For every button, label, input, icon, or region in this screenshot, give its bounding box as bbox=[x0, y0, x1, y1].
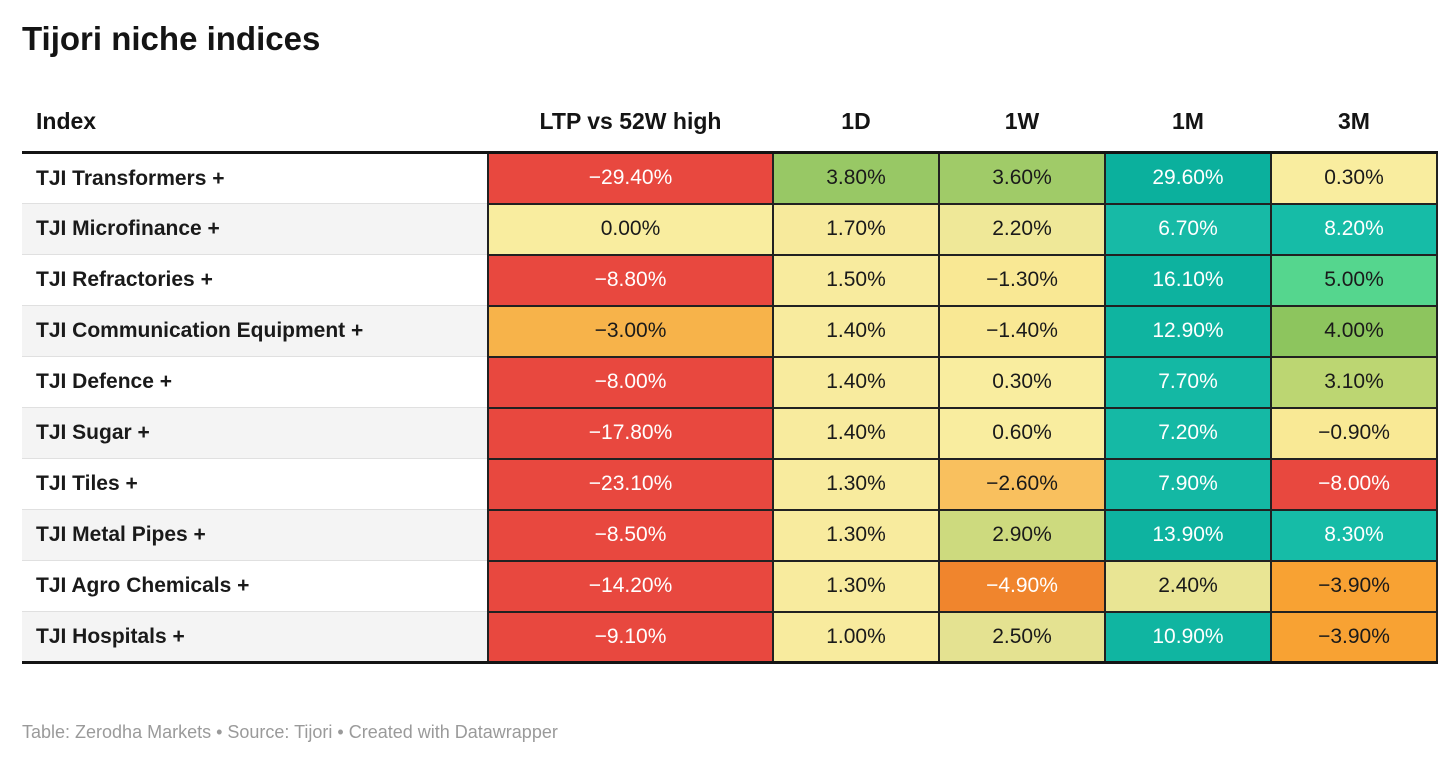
value-cell: −8.00% bbox=[1270, 457, 1438, 511]
value-cell: −3.90% bbox=[1270, 559, 1438, 613]
table-row: TJI Hospitals + −9.10% 1.00% 2.50% 10.90% −3.… bbox=[22, 610, 1438, 664]
value-cell: 13.90% bbox=[1104, 508, 1272, 562]
column-header-1w: 1W bbox=[939, 108, 1105, 154]
value-cell: 0.30% bbox=[1270, 151, 1438, 205]
index-cell: TJI Refractories + bbox=[22, 254, 488, 306]
value-cell: 0.00% bbox=[487, 202, 774, 256]
index-cell: TJI Agro Chemicals + bbox=[22, 560, 488, 612]
value-cell: 1.40% bbox=[772, 304, 940, 358]
header-row: Index LTP vs 52W high 1D 1W 1M 3M bbox=[22, 108, 1437, 154]
value-cell: 1.30% bbox=[772, 559, 940, 613]
table-row: TJI Transformers + −29.40% 3.80% 3.60% 29.60… bbox=[22, 151, 1438, 205]
value-cell: 1.70% bbox=[772, 202, 940, 256]
footer-attribution: Table: Zerodha Markets • Source: Tijori … bbox=[22, 722, 558, 742]
table-row: TJI Metal Pipes + −8.50% 1.30% 2.90% 13.90% 8… bbox=[22, 508, 1438, 562]
value-cell: −8.00% bbox=[487, 355, 774, 409]
value-cell: 16.10% bbox=[1104, 253, 1272, 307]
value-cell: 8.30% bbox=[1270, 508, 1438, 562]
value-cell: 0.60% bbox=[938, 406, 1106, 460]
value-cell: 7.90% bbox=[1104, 457, 1272, 511]
value-cell: 10.90% bbox=[1104, 610, 1272, 664]
value-cell: 2.50% bbox=[938, 610, 1106, 664]
column-header-1d: 1D bbox=[773, 108, 939, 154]
value-cell: 2.40% bbox=[1104, 559, 1272, 613]
value-cell: −23.10% bbox=[487, 457, 774, 511]
indices-table: Index LTP vs 52W high 1D 1W 1M 3M TJI Tr… bbox=[22, 108, 1438, 664]
value-cell: 1.40% bbox=[772, 406, 940, 460]
value-cell: −2.60% bbox=[938, 457, 1106, 511]
value-cell: −3.90% bbox=[1270, 610, 1438, 664]
value-cell: −1.30% bbox=[938, 253, 1106, 307]
value-cell: 5.00% bbox=[1270, 253, 1438, 307]
index-cell: TJI Microfinance + bbox=[22, 203, 488, 255]
value-cell: 3.80% bbox=[772, 151, 940, 205]
index-cell: TJI Metal Pipes + bbox=[22, 509, 488, 561]
column-header-1m: 1M bbox=[1105, 108, 1271, 154]
value-cell: −17.80% bbox=[487, 406, 774, 460]
value-cell: 4.00% bbox=[1270, 304, 1438, 358]
table-row: TJI Tiles + −23.10% 1.30% −2.60% 7.90% −8.00% bbox=[22, 457, 1438, 511]
table-row: TJI Refractories + −8.80% 1.50% −1.30% 16.10… bbox=[22, 253, 1438, 307]
value-cell: 2.90% bbox=[938, 508, 1106, 562]
index-cell: TJI Communication Equipment + bbox=[22, 305, 488, 357]
value-cell: −1.40% bbox=[938, 304, 1106, 358]
column-header-index: Index bbox=[22, 108, 488, 154]
index-cell: TJI Defence + bbox=[22, 356, 488, 408]
value-cell: 7.20% bbox=[1104, 406, 1272, 460]
column-header-ltp-vs-52w-high: LTP vs 52W high bbox=[488, 108, 773, 154]
value-cell: 1.50% bbox=[772, 253, 940, 307]
value-cell: 6.70% bbox=[1104, 202, 1272, 256]
value-cell: 0.30% bbox=[938, 355, 1106, 409]
value-cell: 1.40% bbox=[772, 355, 940, 409]
index-cell: TJI Tiles + bbox=[22, 458, 488, 510]
value-cell: 8.20% bbox=[1270, 202, 1438, 256]
column-header-3m: 3M bbox=[1271, 108, 1437, 154]
value-cell: −3.00% bbox=[487, 304, 774, 358]
value-cell: 1.30% bbox=[772, 508, 940, 562]
table-row: TJI Sugar + −17.80% 1.40% 0.60% 7.20% −0.90% bbox=[22, 406, 1438, 460]
value-cell: −0.90% bbox=[1270, 406, 1438, 460]
index-cell: TJI Transformers + bbox=[22, 152, 488, 204]
value-cell: −9.10% bbox=[487, 610, 774, 664]
value-cell: 12.90% bbox=[1104, 304, 1272, 358]
table-row: TJI Microfinance +0.00% 1.70% 2.20% 6.70% 8.… bbox=[22, 202, 1438, 256]
value-cell: 7.70% bbox=[1104, 355, 1272, 409]
value-cell: −8.80% bbox=[487, 253, 774, 307]
page-title: Tijori niche indices bbox=[22, 20, 321, 57]
table-row: TJI Agro Chemicals + −14.20% 1.30% −4.90% 2.… bbox=[22, 559, 1438, 613]
index-cell: TJI Hospitals + bbox=[22, 611, 488, 664]
table-header: Index LTP vs 52W high 1D 1W 1M 3M bbox=[22, 108, 1437, 154]
table-body: TJI Transformers + −29.40% 3.80% 3.60% 29.60… bbox=[22, 151, 1438, 664]
value-cell: 1.00% bbox=[772, 610, 940, 664]
table-row: TJI Defence + −8.00% 1.40% 0.30% 7.70% 3.10% bbox=[22, 355, 1438, 409]
value-cell: 3.10% bbox=[1270, 355, 1438, 409]
table-row: TJI Communication Equipment + −3.00% 1.40%… bbox=[22, 304, 1438, 358]
value-cell: −4.90% bbox=[938, 559, 1106, 613]
index-cell: TJI Sugar + bbox=[22, 407, 488, 459]
value-cell: −29.40% bbox=[487, 151, 774, 205]
value-cell: 29.60% bbox=[1104, 151, 1272, 205]
value-cell: −8.50% bbox=[487, 508, 774, 562]
value-cell: 2.20% bbox=[938, 202, 1106, 256]
value-cell: 1.30% bbox=[772, 457, 940, 511]
value-cell: −14.20% bbox=[487, 559, 774, 613]
value-cell: 3.60% bbox=[938, 151, 1106, 205]
